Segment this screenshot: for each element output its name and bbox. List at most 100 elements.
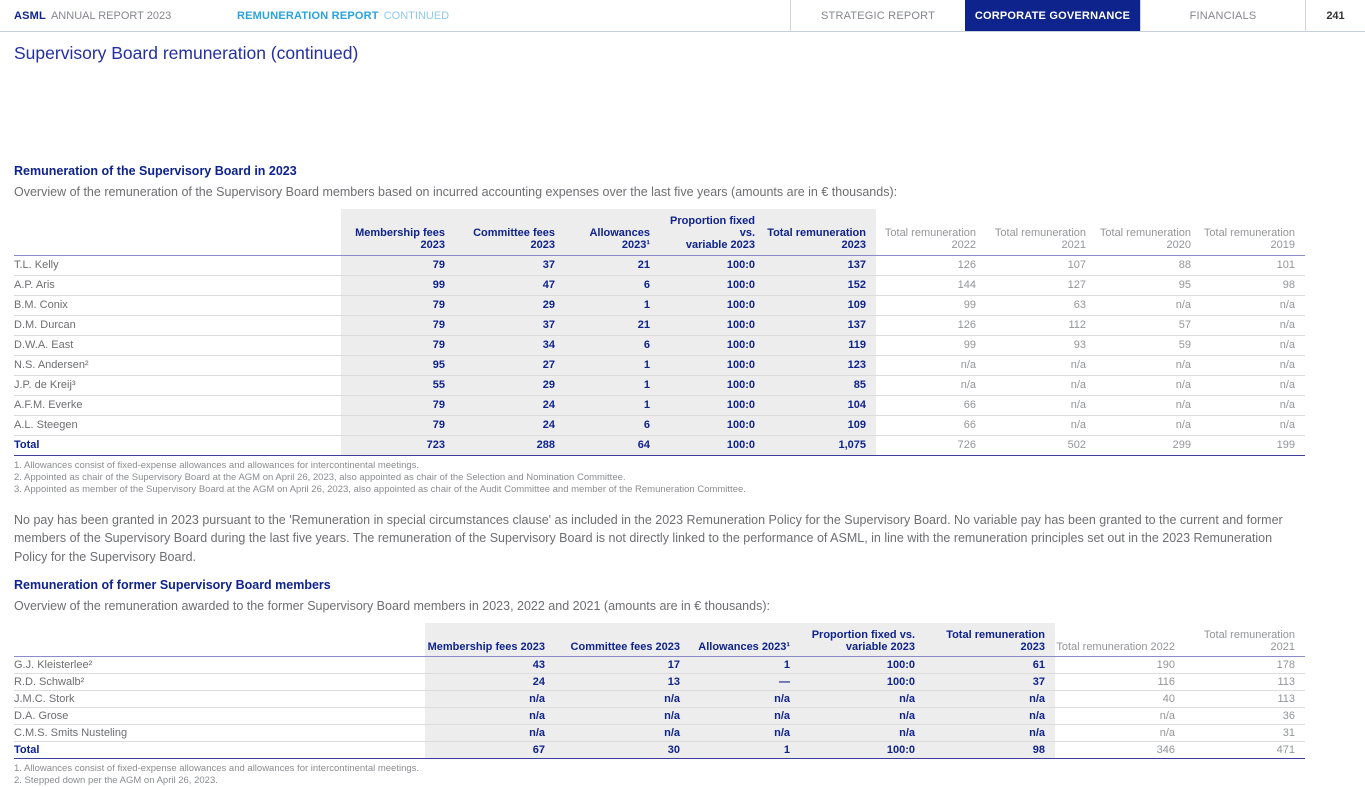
page-title: Supervisory Board remuneration (continue… (14, 43, 359, 63)
column-header: Total remuneration 2020 (1096, 209, 1201, 256)
table-cell: 190 (1055, 656, 1185, 675)
table-cell: 100:0 (660, 355, 765, 376)
table-cell: 346 (1055, 741, 1185, 760)
remuneration-table-former-members: Membership fees 2023 Committee fees 2023 A… (14, 622, 1305, 760)
table-cell: n/a (1096, 355, 1201, 376)
table-cell: 1,075 (765, 434, 876, 456)
row-label: J.P. de Kreij³ (14, 375, 341, 396)
table-cell: n/a (1055, 707, 1185, 726)
table-cell: n/a (690, 724, 800, 743)
table-cell: 178 (1185, 656, 1305, 675)
table-row: R.D. Schwalb² 24 13—100:0 37 116 113 (14, 673, 1305, 692)
tab-corporate-governance[interactable]: CORPORATE GOVERNANCE (965, 0, 1140, 31)
table-cell: 100:0 (660, 295, 765, 316)
table-cell: n/a (425, 724, 555, 743)
table-cell: n/a (555, 707, 690, 726)
report-section-nav: STRATEGIC REPORT CORPORATE GOVERNANCE FI… (790, 0, 1365, 31)
table-cell: n/a (1201, 395, 1305, 416)
table-cell: 127 (986, 275, 1096, 296)
table-row: A.L. Steegen 79 24 6 100:0 109 66 n/a n/a n/a (14, 415, 1305, 436)
footnote: 2. Stepped down per the AGM on April 26,… (14, 775, 218, 787)
tab-financials[interactable]: FINANCIALS (1140, 0, 1305, 31)
table-cell: n/a (925, 707, 1055, 726)
tab-strategic-report[interactable]: STRATEGIC REPORT (790, 0, 965, 31)
table-cell: 24 (455, 395, 565, 416)
table-cell: 47 (455, 275, 565, 296)
table-cell: 100:0 (800, 673, 925, 692)
table-header-row: Membership fees 2023 Committee fees 2023 A… (14, 622, 1305, 658)
section-intro-2023: Overview of the remuneration of the Supe… (14, 185, 898, 199)
table-cell: 100:0 (660, 275, 765, 296)
page-number: 241 (1305, 0, 1365, 31)
table-cell: 109 (765, 415, 876, 436)
row-label: C.M.S. Smits Nusteling (14, 724, 425, 743)
table-cell: 299 (1096, 434, 1201, 456)
row-label: R.D. Schwalb² (14, 673, 425, 692)
column-header: Committee fees 2023 (555, 622, 690, 658)
table1-footnotes: 1. Allowances consist of fixed-expense a… (14, 460, 1305, 496)
row-label: D.W.A. East (14, 335, 341, 356)
table-cell: 99 (341, 275, 455, 296)
column-header: Proportion fixed vs. variable 2023 (660, 209, 765, 256)
table-cell: n/a (1096, 395, 1201, 416)
table-cell: 1 (565, 295, 660, 316)
table-header-row: Membership fees 2023 Committee fees 2023 All… (14, 209, 1305, 256)
table-cell: 37 (925, 673, 1055, 692)
table-cell: 29 (455, 295, 565, 316)
column-header: Total remuneration 2022 (876, 209, 986, 256)
chapter-continued-label: CONTINUED (383, 9, 450, 22)
table-cell: 40 (1055, 690, 1185, 709)
row-label: G.J. Kleisterlee² (14, 656, 425, 675)
table-cell: 66 (876, 395, 986, 416)
table-cell: 113 (1185, 690, 1305, 709)
table-cell: 100:0 (660, 395, 765, 416)
asml-logo: ASML (14, 9, 46, 22)
table-cell: n/a (555, 724, 690, 743)
table-cell: 112 (986, 315, 1096, 336)
table-cell: 95 (1096, 275, 1201, 296)
table-cell: 1 (690, 741, 800, 760)
table-cell: n/a (800, 690, 925, 709)
table-cell: 79 (341, 395, 455, 416)
table-cell: 24 (425, 673, 555, 692)
table-cell: 95 (341, 355, 455, 376)
column-header: Total remuneration 2021 (1185, 622, 1305, 658)
table-cell: n/a (1055, 724, 1185, 743)
table-cell: 104 (765, 395, 876, 416)
table-cell: 63 (986, 295, 1096, 316)
table-cell: n/a (1201, 335, 1305, 356)
row-label: J.M.C. Stork (14, 690, 425, 709)
table-cell: n/a (425, 690, 555, 709)
table-cell: 1 (565, 375, 660, 396)
table-cell: 137 (765, 255, 876, 276)
table-row: C.M.S. Smits Nusteling n/a n/a n/a n/a n/a n/a… (14, 724, 1305, 743)
table-cell: 30 (555, 741, 690, 760)
table-cell: 107 (986, 255, 1096, 276)
table-row: D.A. Grose n/a n/a n/a n/a n/a n/a 36 (14, 707, 1305, 726)
table-cell: 288 (455, 434, 565, 456)
table-cell: 79 (341, 335, 455, 356)
column-header (14, 209, 341, 256)
table-cell: 24 (455, 415, 565, 436)
table-cell: 34 (455, 335, 565, 356)
table-cell: 726 (876, 434, 986, 456)
table-cell: n/a (876, 375, 986, 396)
row-label: A.F.M. Everke (14, 395, 341, 416)
table-cell: 100:0 (800, 741, 925, 760)
row-label: D.A. Grose (14, 707, 425, 726)
table-cell: 79 (341, 415, 455, 436)
table-row: G.J. Kleisterlee² 43 17 1 100:0 61 190 178 (14, 656, 1305, 675)
column-header: Membership fees 2023 (341, 209, 455, 256)
footnote: 1. Allowances consist of fixed-expense a… (14, 763, 420, 775)
column-header (14, 622, 425, 658)
section-heading-former-members: Remuneration of former Supervisory Board… (14, 577, 331, 592)
table-cell: 471 (1185, 741, 1305, 760)
table-cell: 99 (876, 335, 986, 356)
table-row: A.P. Aris 99 47 6 100:0 152 144 127 95 98 (14, 275, 1305, 296)
report-edition-label: ANNUAL REPORT 2023 (50, 9, 172, 22)
column-header: Membership fees 2023 (425, 622, 555, 658)
table-cell: 29 (455, 375, 565, 396)
table-cell: 13 (555, 673, 690, 692)
table-cell: 6 (565, 275, 660, 296)
table-cell: n/a (986, 375, 1096, 396)
